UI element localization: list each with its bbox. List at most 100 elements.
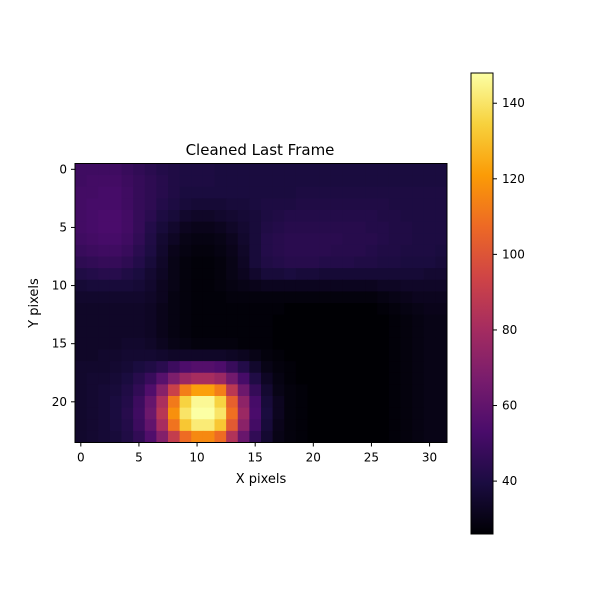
- heatmap-cell: [249, 244, 262, 257]
- heatmap-cell: [168, 198, 181, 211]
- heatmap-cell: [400, 430, 413, 443]
- colorbar: [470, 72, 494, 535]
- heatmap-cell: [284, 396, 297, 409]
- heatmap-cell: [179, 396, 192, 409]
- heatmap-cell: [214, 279, 227, 292]
- heatmap-cell: [75, 291, 88, 304]
- heatmap-cell: [249, 349, 262, 362]
- heatmap-cell: [98, 163, 111, 176]
- heatmap-cell: [214, 384, 227, 397]
- heatmap-cell: [168, 419, 181, 432]
- heatmap-cell: [86, 256, 99, 269]
- heatmap-cell: [168, 256, 181, 269]
- heatmap-cell: [249, 407, 262, 420]
- heatmap-cell: [75, 244, 88, 257]
- heatmap-cell: [109, 221, 122, 234]
- heatmap-cell: [400, 384, 413, 397]
- heatmap-cell: [377, 244, 390, 257]
- heatmap-cell: [237, 430, 250, 443]
- heatmap-cell: [435, 349, 448, 362]
- heatmap-cell: [319, 163, 332, 176]
- heatmap-cell: [388, 233, 401, 246]
- heatmap-cell: [191, 384, 204, 397]
- heatmap-cell: [307, 396, 320, 409]
- heatmap-cell: [191, 349, 204, 362]
- heatmap-cell: [354, 430, 367, 443]
- heatmap-cell: [226, 198, 239, 211]
- heatmap-cell: [388, 221, 401, 234]
- heatmap-cell: [144, 326, 157, 339]
- heatmap-cell: [295, 326, 308, 339]
- heatmap-cell: [86, 419, 99, 432]
- heatmap-cell: [412, 279, 425, 292]
- heatmap-cell: [261, 210, 274, 223]
- x-tick-label: 25: [364, 451, 379, 465]
- heatmap-cell: [330, 186, 343, 199]
- heatmap-cell: [191, 396, 204, 409]
- heatmap-cell: [307, 221, 320, 234]
- heatmap-cell: [365, 407, 378, 420]
- heatmap-cell: [284, 256, 297, 269]
- heatmap-cell: [202, 256, 215, 269]
- heatmap-cell: [400, 419, 413, 432]
- heatmap-cell: [144, 314, 157, 327]
- heatmap-cell: [121, 256, 134, 269]
- heatmap-cell: [284, 233, 297, 246]
- heatmap-cell: [354, 210, 367, 223]
- heatmap-cell: [109, 372, 122, 385]
- heatmap-cell: [214, 349, 227, 362]
- heatmap-cell: [109, 163, 122, 176]
- heatmap-cell: [202, 384, 215, 397]
- heatmap-cell: [423, 175, 436, 188]
- heatmap-cell: [435, 337, 448, 350]
- heatmap-cell: [295, 407, 308, 420]
- y-tick-label: 5: [59, 220, 67, 234]
- heatmap-cell: [319, 372, 332, 385]
- heatmap-cell: [121, 244, 134, 257]
- heatmap-cell: [237, 384, 250, 397]
- heatmap-cell: [435, 314, 448, 327]
- heatmap-cell: [226, 186, 239, 199]
- heatmap-cell: [109, 384, 122, 397]
- heatmap-cell: [261, 430, 274, 443]
- heatmap-cell: [98, 291, 111, 304]
- heatmap-cell: [191, 244, 204, 257]
- heatmap-cell: [423, 291, 436, 304]
- heatmap-cell: [86, 326, 99, 339]
- heatmap-cell: [412, 221, 425, 234]
- heatmap-cell: [226, 303, 239, 316]
- heatmap-cell: [354, 279, 367, 292]
- heatmap-cell: [121, 326, 134, 339]
- heatmap-cell: [272, 163, 285, 176]
- heatmap-cell: [295, 361, 308, 374]
- heatmap-cell: [435, 430, 448, 443]
- heatmap-cell: [365, 303, 378, 316]
- heatmap-cell: [133, 419, 146, 432]
- heatmap-cell: [156, 244, 169, 257]
- heatmap-cell: [423, 268, 436, 281]
- heatmap-cell: [75, 163, 88, 176]
- heatmap-cell: [342, 186, 355, 199]
- heatmap-cell: [237, 349, 250, 362]
- heatmap-cell: [214, 186, 227, 199]
- heatmap-cell: [307, 372, 320, 385]
- heatmap-cell: [98, 279, 111, 292]
- heatmap-cell: [423, 384, 436, 397]
- heatmap-cell: [214, 268, 227, 281]
- heatmap-cell: [156, 163, 169, 176]
- heatmap-cell: [179, 279, 192, 292]
- heatmap-cell: [98, 337, 111, 350]
- heatmap-cell: [272, 407, 285, 420]
- heatmap-cell: [307, 326, 320, 339]
- heatmap-cell: [98, 372, 111, 385]
- heatmap-cell: [168, 396, 181, 409]
- heatmap-cell: [388, 268, 401, 281]
- heatmap-cell: [214, 419, 227, 432]
- heatmap-cell: [284, 186, 297, 199]
- heatmap-cell: [121, 361, 134, 374]
- heatmap-cell: [249, 291, 262, 304]
- heatmap-cell: [86, 430, 99, 443]
- heatmap-cell: [168, 233, 181, 246]
- heatmap-cell: [319, 256, 332, 269]
- heatmap-cell: [98, 210, 111, 223]
